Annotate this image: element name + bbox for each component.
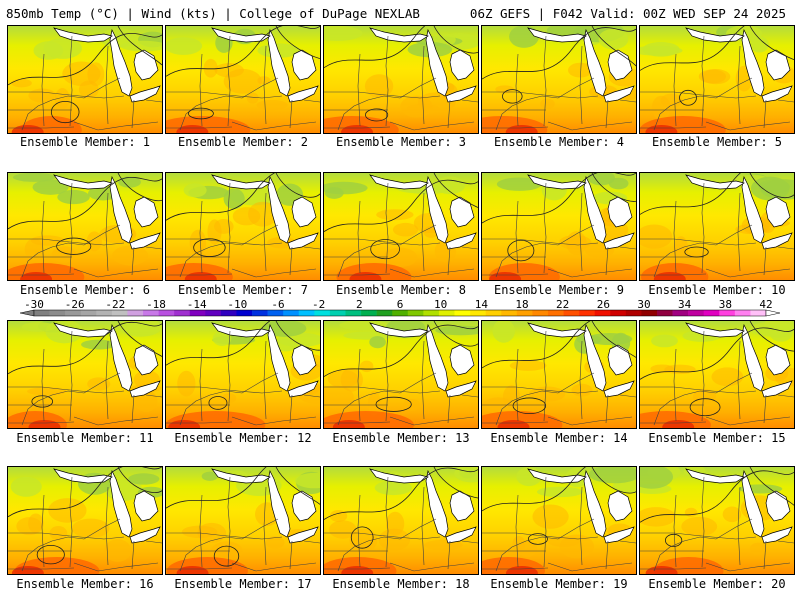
panel-label: Ensemble Member: 13 — [332, 431, 470, 445]
colorbar-tick-label: 34 — [678, 298, 692, 311]
panel-label: Ensemble Member: 18 — [332, 577, 470, 591]
colorbar-tick-label: 6 — [396, 298, 404, 311]
colorbar-tick-label: -10 — [227, 298, 248, 311]
colorbar-tick-label: -30 — [24, 298, 44, 311]
panel-label: Ensemble Member: 9 — [493, 283, 625, 297]
ensemble-panel — [481, 320, 637, 429]
temperature-map — [481, 25, 637, 134]
temperature-map — [639, 320, 795, 429]
colorbar-tick-label: -2 — [312, 298, 326, 311]
temperature-map — [481, 466, 637, 575]
colorbar-tick-label: -18 — [146, 298, 166, 311]
ensemble-panel — [323, 25, 479, 134]
panel-label: Ensemble Member: 7 — [177, 283, 309, 297]
ensemble-panel — [639, 172, 795, 281]
colorbar-tick-label: 18 — [515, 298, 529, 311]
ensemble-panel — [7, 172, 163, 281]
ensemble-panel — [323, 320, 479, 429]
temperature-map — [639, 466, 795, 575]
ensemble-panel — [165, 320, 321, 429]
panel-label: Ensemble Member: 15 — [648, 431, 786, 445]
colorbar-tick-label: -26 — [64, 298, 85, 311]
colorbar-tick-label: -6 — [271, 298, 285, 311]
temperature-map — [323, 25, 479, 134]
panel-label: Ensemble Member: 12 — [174, 431, 312, 445]
colorbar: -30 -26 -22 -18 -14 -10 -6 -2 2 6 10 14 18 22 26 30 34 38… — [0, 298, 800, 320]
colorbar-tick-label: -14 — [186, 298, 207, 311]
panel-label: Ensemble Member: 5 — [651, 135, 783, 149]
colorbar-tick-label: 26 — [596, 298, 610, 311]
panel-label: Ensemble Member: 10 — [648, 283, 786, 297]
panel-label: Ensemble Member: 4 — [493, 135, 625, 149]
ensemble-panel — [639, 25, 795, 134]
header: 850mb Temp (°C) | Wind (kts) | College o… — [0, 0, 800, 24]
colorbar-tick-label: 22 — [556, 298, 570, 311]
ensemble-panel — [481, 25, 637, 134]
ensemble-panel — [165, 25, 321, 134]
panel-label: Ensemble Member: 3 — [335, 135, 467, 149]
ensemble-panel — [7, 466, 163, 575]
temperature-map — [165, 25, 321, 134]
temperature-map — [7, 172, 163, 281]
panel-label: Ensemble Member: 17 — [174, 577, 312, 591]
temperature-map — [639, 25, 795, 134]
panel-label: Ensemble Member: 16 — [16, 577, 154, 591]
run-valid-text: 06Z GEFS | F042 Valid: 00Z WED SEP 24 20… — [469, 6, 786, 21]
temperature-map — [323, 172, 479, 281]
temperature-map — [7, 466, 163, 575]
ensemble-panel — [323, 172, 479, 281]
colorbar-tick-label: -22 — [105, 298, 126, 311]
ensemble-panel — [481, 172, 637, 281]
colorbar-tick-label: 2 — [356, 298, 363, 311]
ensemble-panel — [165, 172, 321, 281]
temperature-map — [7, 320, 163, 429]
colorbar-tick-label: 42 — [759, 298, 773, 311]
temperature-map — [165, 320, 321, 429]
panel-label: Ensemble Member: 20 — [648, 577, 786, 591]
title-text: 850mb Temp (°C) | Wind (kts) | College o… — [6, 6, 420, 21]
panel-label: Ensemble Member: 11 — [16, 431, 154, 445]
temperature-map — [481, 320, 637, 429]
panel-label: Ensemble Member: 6 — [19, 283, 151, 297]
temperature-map — [323, 466, 479, 575]
ensemble-panel — [639, 320, 795, 429]
ensemble-panel — [481, 466, 637, 575]
panel-label: Ensemble Member: 19 — [490, 577, 628, 591]
ensemble-panel — [165, 466, 321, 575]
colorbar-tick-label: 14 — [474, 298, 488, 311]
temperature-map — [481, 172, 637, 281]
ensemble-panel — [323, 466, 479, 575]
temperature-map — [323, 320, 479, 429]
ensemble-panel — [7, 25, 163, 134]
colorbar-tick-label: 30 — [637, 298, 651, 311]
temperature-map — [7, 25, 163, 134]
ensemble-panel — [639, 466, 795, 575]
panel-label: Ensemble Member: 1 — [19, 135, 151, 149]
colorbar-tick-label: 10 — [434, 298, 448, 311]
colorbar-scale — [19, 309, 781, 317]
panel-label: Ensemble Member: 14 — [490, 431, 628, 445]
panel-label: Ensemble Member: 2 — [177, 135, 309, 149]
temperature-map — [165, 172, 321, 281]
temperature-map — [165, 466, 321, 575]
colorbar-tick-label: 38 — [718, 298, 732, 311]
panel-label: Ensemble Member: 8 — [335, 283, 467, 297]
ensemble-panel — [7, 320, 163, 429]
temperature-map — [639, 172, 795, 281]
